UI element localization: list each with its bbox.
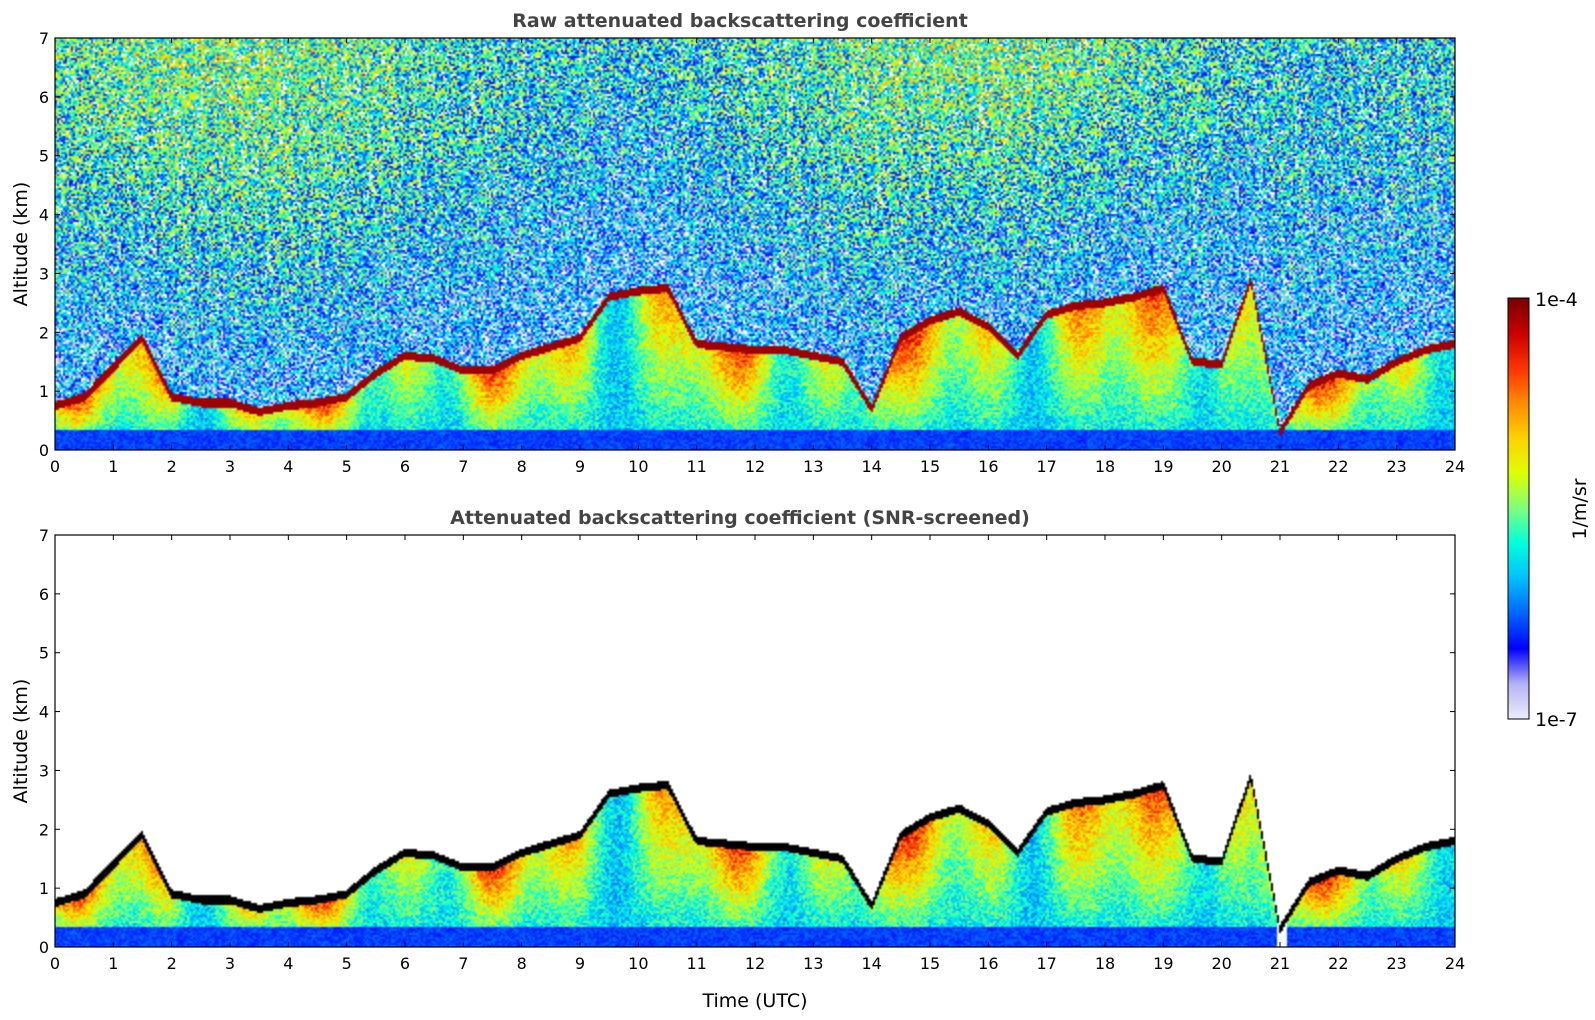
x-tick-label: 10 [628, 954, 648, 973]
x-tick-label: 2 [167, 457, 177, 476]
colorbar-bar [1507, 297, 1530, 720]
x-tick-label: 8 [517, 954, 527, 973]
panel-raw: Raw attenuated backscattering coefficien… [10, 10, 1465, 476]
colorbar: 1e-4 1e-7 1/m/sr [1507, 289, 1591, 731]
x-tick-label: 0 [50, 457, 60, 476]
x-tick-label: 1 [108, 457, 118, 476]
x-tick-label: 15 [920, 954, 940, 973]
y-tick-label: 5 [39, 644, 49, 663]
y-tick-label: 6 [39, 585, 49, 604]
x-tick-label: 18 [1095, 457, 1115, 476]
x-tick-label: 16 [978, 954, 998, 973]
y-tick-label: 3 [39, 264, 49, 283]
x-tick-label: 18 [1095, 954, 1115, 973]
x-tick-label: 9 [575, 457, 585, 476]
y-tick-label: 7 [39, 29, 49, 48]
y-tick-label: 0 [39, 441, 49, 460]
x-tick-label: 23 [1386, 457, 1406, 476]
colorbar-max-label: 1e-4 [1535, 289, 1578, 311]
y-tick-label: 3 [39, 761, 49, 780]
x-tick-label: 6 [400, 954, 410, 973]
x-tick-label: 17 [1036, 954, 1056, 973]
x-tick-label: 20 [1211, 457, 1231, 476]
x-tick-label: 19 [1153, 457, 1173, 476]
y-tick-label: 4 [39, 206, 49, 225]
x-tick-label: 0 [50, 954, 60, 973]
panel-raw-title: Raw attenuated backscattering coefficien… [512, 10, 968, 32]
panel-screened-title: Attenuated backscattering coefficient (S… [450, 507, 1030, 529]
x-tick-label: 21 [1270, 954, 1290, 973]
x-tick-label: 8 [517, 457, 527, 476]
y-tick-label: 2 [39, 820, 49, 839]
x-tick-label: 5 [342, 457, 352, 476]
colorbar-min-label: 1e-7 [1535, 709, 1578, 731]
x-tick-label: 14 [861, 954, 881, 973]
x-tick-label: 24 [1445, 457, 1465, 476]
x-tick-label: 2 [167, 954, 177, 973]
x-tick-label: 4 [283, 457, 293, 476]
y-tick-label: 2 [39, 323, 49, 342]
x-tick-label: 3 [225, 457, 235, 476]
panel-raw-x-ticks: 0 1 2 3 4 5 6 7 8 9 10 11 12 13 14 15 16 17 18 19 20 21 22 23 24 [50, 38, 1465, 476]
x-tick-label: 21 [1270, 457, 1290, 476]
x-tick-label: 19 [1153, 954, 1173, 973]
y-tick-label: 5 [39, 147, 49, 166]
x-tick-label: 17 [1036, 457, 1056, 476]
y-tick-label: 6 [39, 88, 49, 107]
panel-screened: Attenuated backscattering coefficient (S… [10, 507, 1465, 1012]
panel-screened-xlabel: Time (UTC) [701, 990, 807, 1012]
y-tick-label: 1 [39, 879, 49, 898]
panel-screened-x-ticks: 0 1 2 3 4 5 6 7 8 9 10 11 12 13 14 15 16 17 18 19 20 21 22 23 24 [50, 535, 1465, 973]
panel-raw-ylabel: Altitude (km) [10, 182, 32, 307]
x-tick-label: 4 [283, 954, 293, 973]
panel-screened-ylabel: Altitude (km) [10, 679, 32, 804]
x-tick-label: 1 [108, 954, 118, 973]
x-tick-label: 22 [1328, 457, 1348, 476]
x-tick-label: 20 [1211, 954, 1231, 973]
x-tick-label: 6 [400, 457, 410, 476]
panel-screened-y-ticks: 0 1 2 3 4 5 6 7 [39, 526, 1455, 957]
panel-screened-heatmap [55, 535, 1455, 947]
x-tick-label: 24 [1445, 954, 1465, 973]
x-tick-label: 11 [686, 457, 706, 476]
x-tick-label: 13 [803, 954, 823, 973]
y-tick-label: 0 [39, 938, 49, 957]
y-tick-label: 7 [39, 526, 49, 545]
x-tick-label: 5 [342, 954, 352, 973]
x-tick-label: 3 [225, 954, 235, 973]
x-tick-label: 9 [575, 954, 585, 973]
y-tick-label: 4 [39, 703, 49, 722]
x-tick-label: 14 [861, 457, 881, 476]
y-tick-label: 1 [39, 382, 49, 401]
x-tick-label: 12 [745, 457, 765, 476]
panel-raw-y-ticks: 0 1 2 3 4 5 6 7 [39, 29, 1455, 460]
x-tick-label: 7 [458, 954, 468, 973]
colorbar-unit-label: 1/m/sr [1569, 478, 1591, 539]
panel-raw-heatmap [55, 38, 1455, 450]
x-tick-label: 10 [628, 457, 648, 476]
x-tick-label: 16 [978, 457, 998, 476]
x-tick-label: 7 [458, 457, 468, 476]
x-tick-label: 23 [1386, 954, 1406, 973]
x-tick-label: 13 [803, 457, 823, 476]
x-tick-label: 22 [1328, 954, 1348, 973]
x-tick-label: 11 [686, 954, 706, 973]
x-tick-label: 15 [920, 457, 940, 476]
x-tick-label: 12 [745, 954, 765, 973]
